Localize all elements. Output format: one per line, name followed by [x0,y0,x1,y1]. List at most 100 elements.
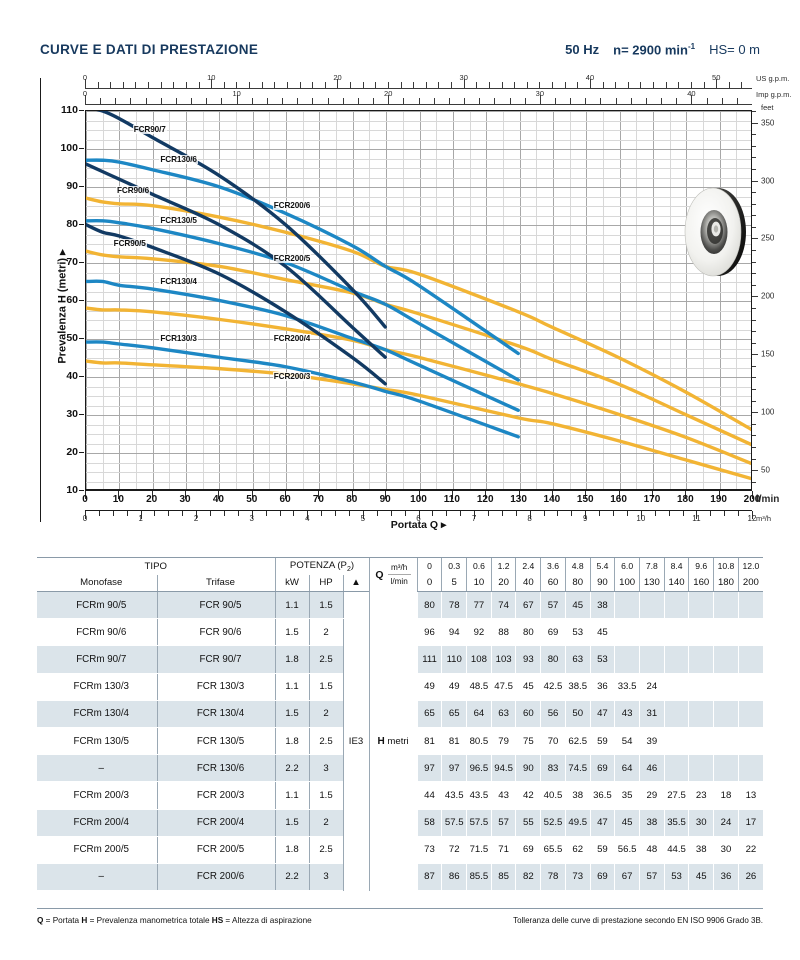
axis-tick-label: 3 [249,514,254,523]
cell-head-value: 40.5 [540,781,566,810]
axis-tick-label: 110 [443,494,460,505]
axis-tick [151,491,153,499]
cell-kw: 1.5 [274,809,309,837]
axis-tick [552,82,554,89]
header-flow-lmin-value: 100 [614,574,640,592]
axis-line [85,510,752,511]
y-tick-label: 50 [66,332,78,344]
cell-head-value [713,673,739,701]
gridline-vertical [619,111,621,489]
gridline-vertical [352,111,354,489]
axis-tick [645,98,647,105]
feet-tick [752,470,758,472]
axis-tick [279,511,281,516]
cell-head-value [688,591,714,620]
axis-tick [351,491,353,499]
curve-fcr90-5 [86,222,387,386]
gridline-vertical [119,111,121,489]
gridline-horizontal [86,472,751,473]
axis-tick [577,82,579,89]
axis-tick-label: 30 [535,89,544,98]
cell-head-value: 69 [589,754,615,783]
axis-tick [703,82,705,89]
cell-head-value [614,618,640,647]
y-tick [79,186,84,187]
axis-tick [585,98,587,105]
cell-head-value: 63 [490,700,516,728]
feet-tick [752,481,756,483]
y-tick [79,338,84,339]
cell-head-value: 57 [638,863,665,892]
axis-tick-label: 20 [146,494,158,505]
axis-tick [599,511,601,516]
table-row: FCRm 200/4 FCR 200/4 1.5 2 58 57.5 57.5 57 55 52.… [37,809,763,837]
curve-fcr90-7 [96,111,387,329]
cell-monofase: FCRm 200/3 [37,781,157,810]
axis-imp-gpm-label: Imp g.p.m. [756,90,792,99]
feet-tick [752,354,758,356]
axis-tick [571,511,573,516]
table-row: FCRm 90/5 FCR 90/5 1.1 1.5 IE3 H metri 80 78 77 7… [37,591,763,891]
axis-tick [433,98,435,105]
curve-fcr130-6 [86,158,520,356]
axis-tick [615,98,617,105]
axis-tick [140,511,142,519]
header-flow-m3h-value: 2.4 [515,557,541,575]
axis-tick [682,511,684,516]
axis-tick [362,511,364,519]
axis-us-gpm-label: US g.p.m. [756,74,790,83]
axis-tick [126,511,128,516]
axis-tick [266,98,268,105]
cell-head-value: 94.5 [490,754,516,783]
cell-head-value: 33.5 [614,673,640,701]
axis-tick [418,491,420,499]
axis-tick [173,82,175,89]
axis-tick [130,98,132,105]
curve-fcr90-6 [86,162,387,359]
axis-tick [160,82,162,89]
cell-head-value: 44.5 [663,836,689,864]
gridline-horizontal [86,339,751,340]
header-flow-m3h-value: 8.4 [663,557,689,575]
cell-head-value [713,591,739,620]
axis-tick [613,511,615,516]
cell-trifase: FCR 130/3 [156,673,275,701]
cell-head-value: 52.5 [540,809,566,837]
cell-head-value: 80.5 [466,727,492,756]
axis-tick [554,98,556,105]
axis-tick [501,82,503,89]
gridline-horizontal [86,405,751,407]
cell-head-value: 96 [416,618,442,647]
cell-head-value: 69 [515,836,541,864]
feet-tick-label: 50 [761,465,770,475]
axis-tick [501,511,503,516]
page-header: CURVE E DATI DI PRESTAZIONE 50 Hz n= 290… [40,42,760,64]
header-flow-lmin-value: 200 [737,574,763,592]
axis-tick [357,98,359,105]
cell-hp: 1.5 [308,591,343,620]
axis-tick [585,491,587,499]
axis-tick [665,82,667,89]
cell-head-value [688,645,714,674]
curve-label: FCR130/4 [159,277,198,286]
axis-tick [514,82,516,89]
axis-tick [564,82,566,89]
cell-head-value [688,727,714,756]
header-hp: HP [308,574,343,592]
axis-tick [438,82,440,89]
cell-head-value: 69 [540,618,566,647]
axis-tick [312,98,314,105]
axis-tick [678,82,680,89]
axis-tick [630,98,632,105]
cell-head-value: 62.5 [564,727,591,756]
table-row: FCRm 130/3 FCR 130/3 1.1 1.5 49 49 48.5 47.5 45 4… [37,673,763,701]
cell-head-value [737,700,763,728]
axis-head-meters-label: Prevalenza H (metri) ▸ [56,249,69,364]
axis-tick-label: 8 [527,514,532,523]
y-tick-label: 110 [61,104,78,116]
table-row: FCRm 130/4 FCR 130/4 1.5 2 65 65 64 63 60 56 50 47 4… [37,700,763,728]
gridline-vertical [86,111,87,489]
axis-tick-label: 170 [643,494,661,505]
